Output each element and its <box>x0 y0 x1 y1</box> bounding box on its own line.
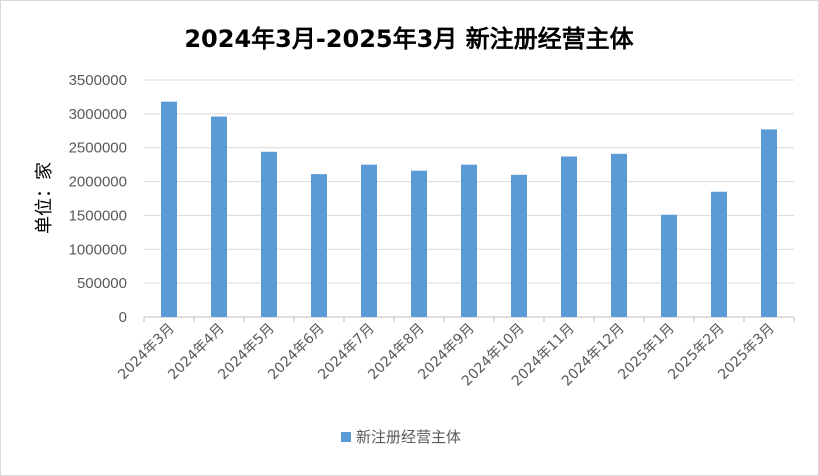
bar <box>411 170 427 317</box>
y-tick-label: 3500000 <box>69 72 127 89</box>
bar <box>611 153 627 317</box>
bar <box>161 101 177 317</box>
y-tick-label: 3000000 <box>69 106 127 123</box>
bar <box>211 116 227 318</box>
y-tick-label: 1500000 <box>69 207 127 224</box>
bar <box>711 191 727 317</box>
y-tick-label: 2500000 <box>69 140 127 157</box>
bar <box>561 156 577 317</box>
bar <box>311 174 327 317</box>
y-tick-label: 1000000 <box>69 241 127 258</box>
bars <box>161 101 777 318</box>
y-tick-label: 0 <box>119 309 127 326</box>
y-axis-ticks: 0 500000 1000000 1500000 2000000 2500000 30000… <box>69 72 127 326</box>
legend-label: 新注册经营主体 <box>356 428 461 446</box>
y-tick-label: 500000 <box>77 275 127 292</box>
y-tick-label: 2000000 <box>69 174 127 191</box>
bar <box>261 151 277 317</box>
legend-swatch <box>341 432 351 442</box>
chart-title: 2024年3月-2025年3月 新注册经营主体 <box>184 25 634 53</box>
legend: 新注册经营主体 <box>341 428 461 446</box>
bar <box>461 164 477 317</box>
bar <box>661 214 677 317</box>
y-axis-label: 单位：家 <box>34 162 55 234</box>
bar <box>511 174 527 317</box>
bar <box>761 129 777 317</box>
x-axis-ticks: 2024年3月2024年4月2024年5月2024年6月2024年7月2024年… <box>115 317 795 389</box>
bar <box>361 164 377 317</box>
